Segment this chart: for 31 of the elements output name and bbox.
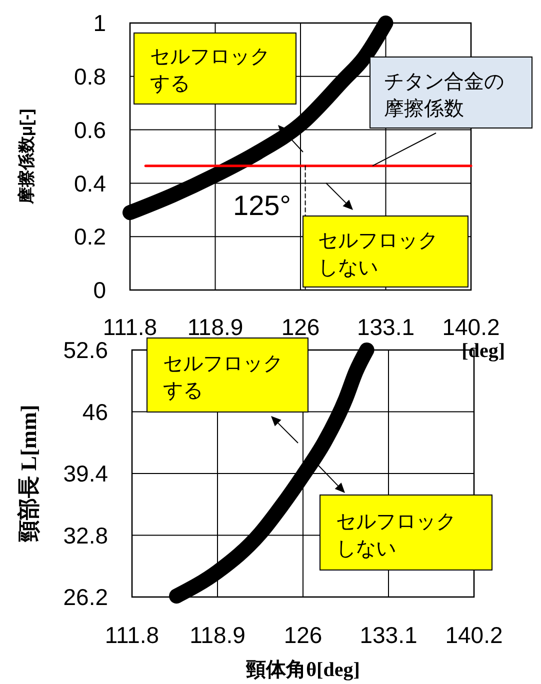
annotation: セルフロックする — [150, 46, 270, 95]
y-tick-label: 32.8 — [63, 522, 108, 548]
annotation: チタン合金の摩擦係数 — [384, 71, 504, 120]
y-axis-title: 頸部長 L[mm] — [16, 404, 41, 544]
x-tick-label: 126 — [284, 622, 322, 648]
x-tick-label: 140.2 — [442, 314, 500, 340]
annotation: セルフロックしない — [336, 511, 456, 560]
y-tick-label: 46 — [82, 398, 108, 425]
y-axis-title: 摩擦係数μ[-] — [17, 108, 36, 206]
y-tick-label: 0.6 — [74, 116, 106, 143]
y-tick-label: 26.2 — [63, 584, 108, 610]
annotation: セルフロックしない — [318, 230, 438, 279]
x-tick-label: 133.1 — [360, 622, 418, 648]
x-tick-label: 118.9 — [187, 314, 244, 340]
y-tick-label: 0.4 — [74, 170, 106, 196]
annotation: セルフロックする — [163, 353, 283, 402]
y-tick-label: 0 — [93, 277, 106, 304]
x-axis-title: 頸体角θ[deg] — [245, 659, 360, 681]
y-tick-label: 1 — [93, 10, 106, 36]
x-tick-label: 133.1 — [356, 314, 415, 340]
y-tick-label: 0.8 — [74, 63, 106, 90]
y-tick-label: 0.2 — [74, 224, 106, 250]
x-tick-label: 126 — [281, 314, 320, 340]
annotation: 125° — [233, 190, 291, 221]
x-tick-label: 140.2 — [445, 622, 503, 648]
y-tick-label: 52.6 — [63, 337, 108, 364]
x-tick-label: 118.9 — [190, 622, 246, 648]
x-axis-title: [deg] — [462, 340, 505, 362]
y-tick-label: 39.4 — [63, 460, 108, 487]
x-tick-label: 111.8 — [102, 314, 158, 340]
x-tick-label: 111.8 — [104, 622, 160, 648]
